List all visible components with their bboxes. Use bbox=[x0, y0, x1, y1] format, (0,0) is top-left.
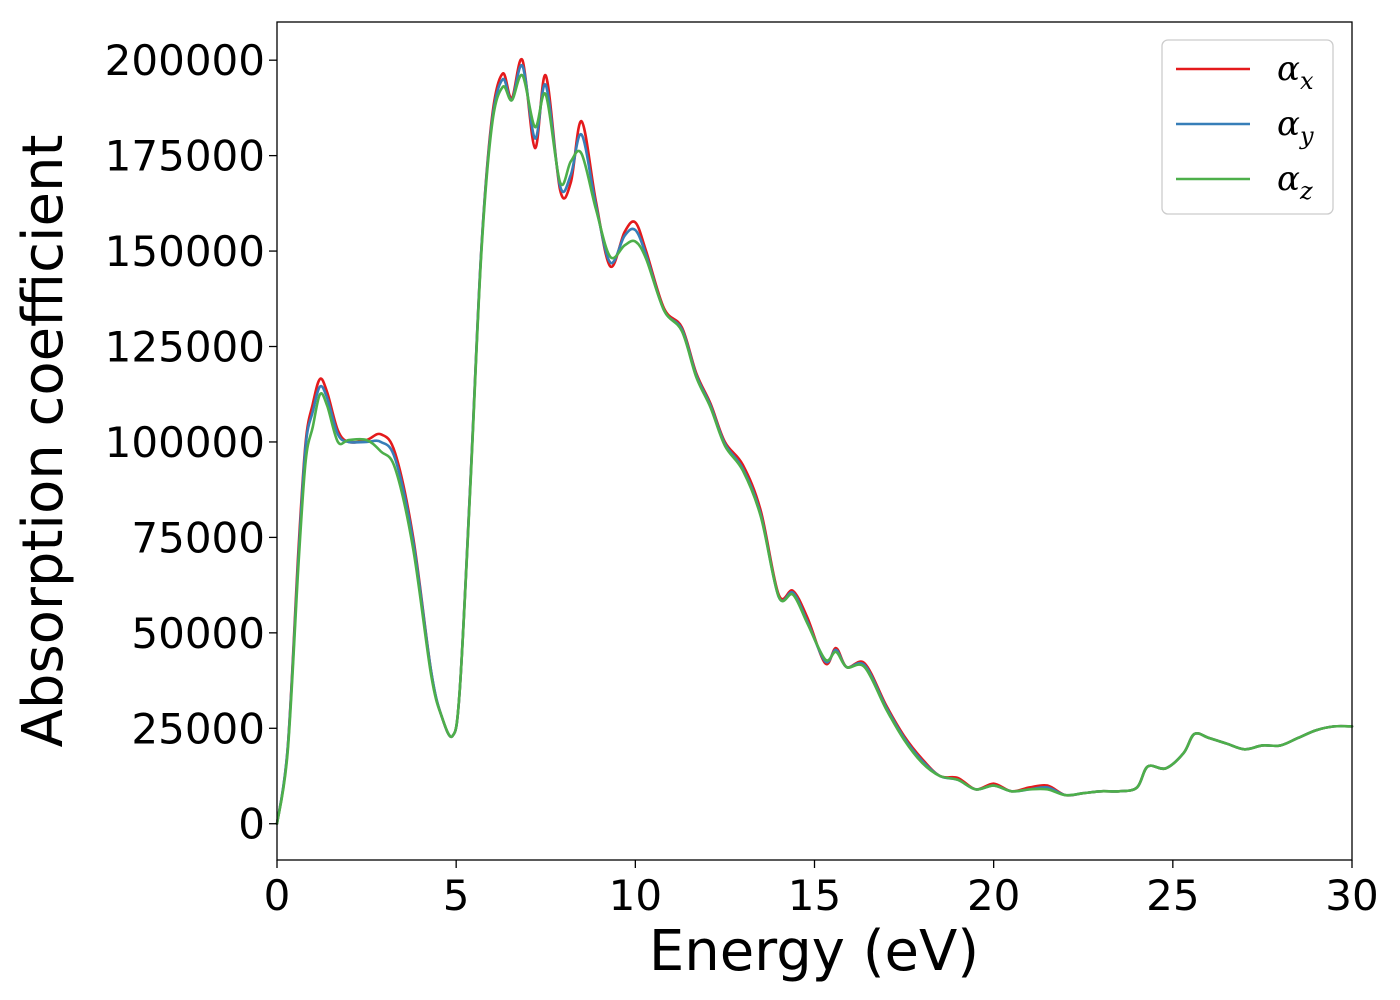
y-tick-label: 175000 bbox=[105, 132, 265, 181]
x-tick-label: 0 bbox=[264, 871, 291, 920]
x-tick-label: 5 bbox=[443, 871, 470, 920]
y-axis: 0 25000 50000 75000 100000 125000 150000 175000… bbox=[105, 36, 277, 849]
legend-label-y: αy bbox=[1277, 104, 1314, 150]
y-tick-label: 25000 bbox=[131, 704, 265, 753]
x-tick-label: 30 bbox=[1325, 871, 1378, 920]
legend-frame bbox=[1161, 39, 1334, 215]
x-tick-label: 20 bbox=[967, 871, 1020, 920]
y-tick-label: 100000 bbox=[105, 418, 265, 467]
series-layer bbox=[275, 58, 1354, 826]
y-tick-label: 125000 bbox=[105, 323, 265, 372]
y-tick-label: 150000 bbox=[105, 227, 265, 276]
x-axis-title: Energy (eV) bbox=[649, 919, 979, 984]
x-tick-label: 25 bbox=[1146, 871, 1199, 920]
series-line-z bbox=[275, 73, 1354, 826]
y-axis-title: Absorption coefficient bbox=[11, 135, 76, 748]
x-tick-label: 10 bbox=[609, 871, 662, 920]
x-axis: 0 5 10 15 20 25 30 bbox=[264, 860, 1379, 920]
y-tick-label: 50000 bbox=[131, 609, 265, 658]
y-tick-label: 0 bbox=[238, 800, 265, 849]
x-tick-label: 15 bbox=[788, 871, 841, 920]
y-tick-label: 200000 bbox=[105, 36, 265, 85]
y-tick-label: 75000 bbox=[131, 513, 265, 562]
